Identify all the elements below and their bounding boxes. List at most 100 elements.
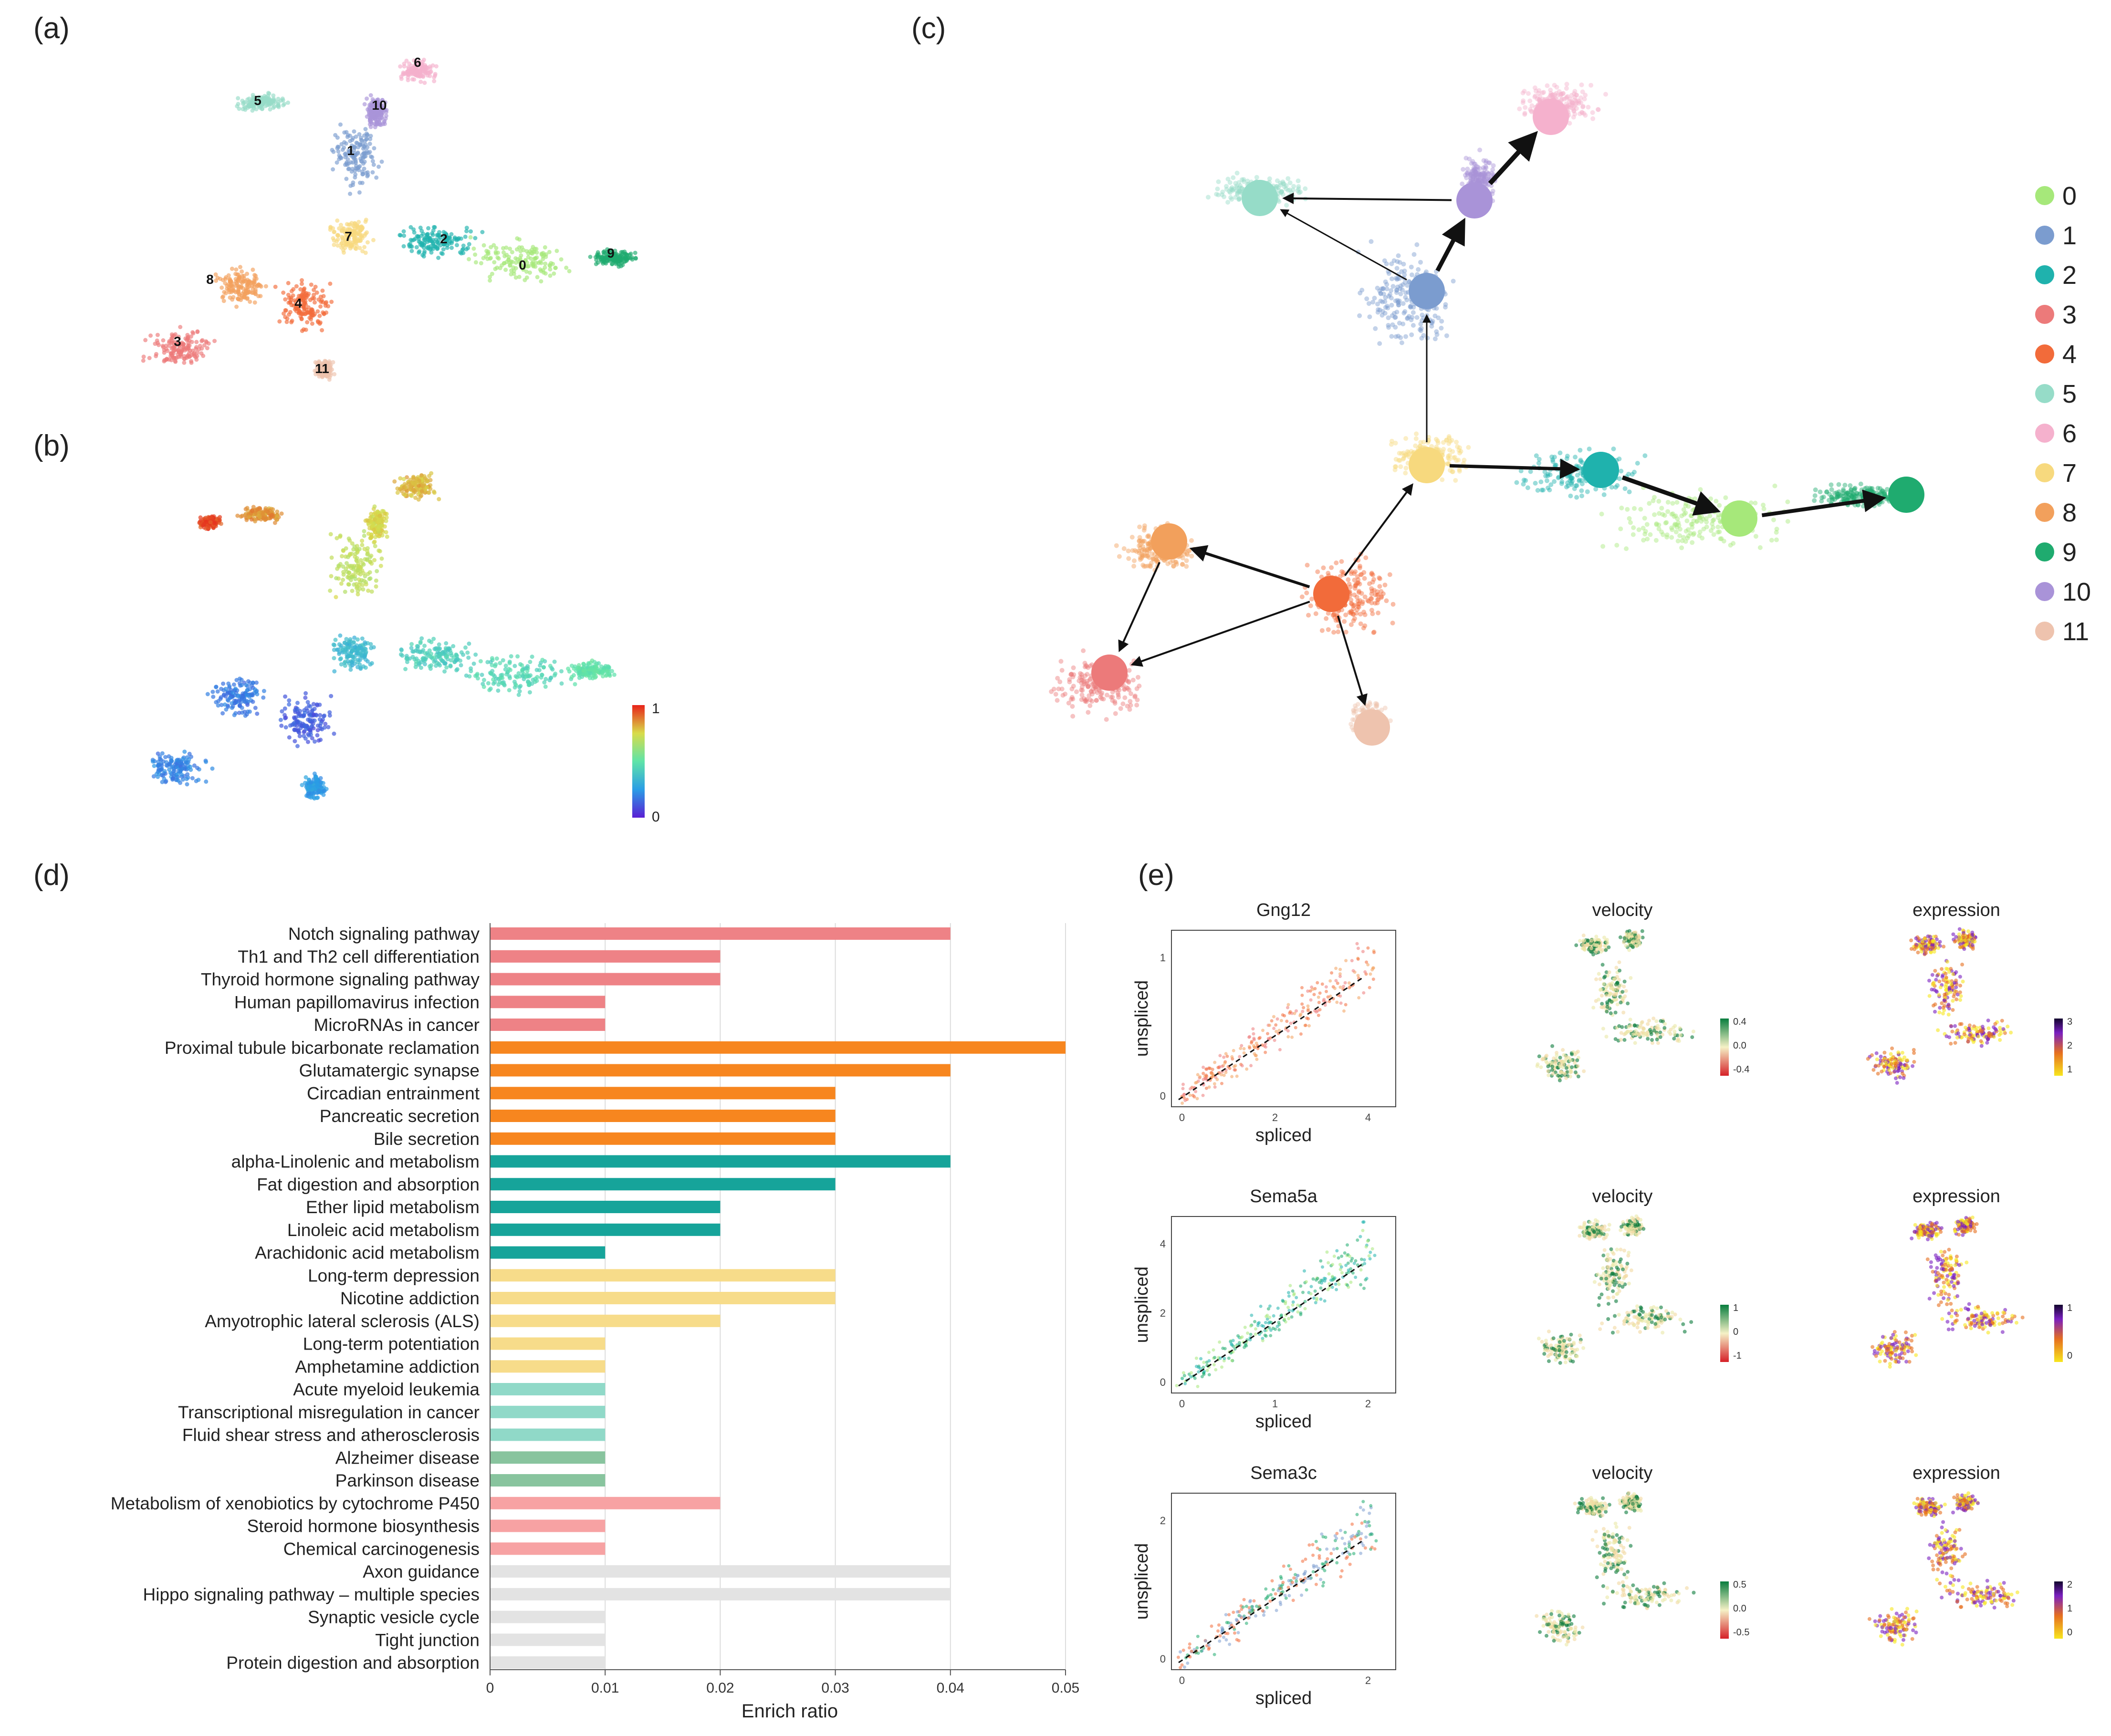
bar-label-3: Human papillomavirus infection [234,992,480,1012]
y-axis-label: unspliced [1132,980,1152,1057]
bar-30 [490,1611,606,1623]
edge-4-to-3 [1130,601,1310,667]
bar-label-20: Acute myeloid leukemia [293,1380,480,1399]
phase-frame [1171,1216,1396,1393]
x-tick-label: 2 [1365,1674,1371,1686]
expression-colorbar-tick: 1 [2067,1064,2072,1075]
bar-label-1: Th1 and Th2 cell differentiation [238,947,480,967]
bar-label-4: MicroRNAs in cancer [314,1015,480,1035]
cluster-label-3: 3 [174,334,181,349]
expression-colorbar-tick: 2 [2067,1580,2072,1590]
d-tick-label-3: 0.03 [821,1680,849,1696]
panel-label-e: (e) [1138,859,1174,892]
bar-label-18: Long-term potentiation [303,1334,480,1354]
d-tick-label-0: 0 [486,1680,494,1696]
velocity-colorbar [1720,1581,1729,1639]
bar-0 [490,927,951,940]
velocity-colorbar-tick: 0.4 [1733,1017,1746,1027]
bar-label-22: Fluid shear stress and atherosclerosis [182,1425,480,1445]
edge-0-to-9 [1761,489,1887,518]
pseudotime-region-3 [331,633,376,674]
steady-state-line [1178,977,1363,1101]
legend-label-1: 1 [2062,221,2077,250]
x-axis-label: spliced [1255,1125,1312,1145]
trajectory-node-2 [1583,452,1619,488]
bar-label-19: Amphetamine addiction [295,1357,480,1376]
bar-label-10: alpha-Linolenic and metabolism [231,1152,480,1172]
gene-title: Sema5a [1250,1186,1317,1206]
cluster-1-cells [330,122,384,196]
pseudotime-region-9 [278,691,336,748]
x-tick-label: 0 [1179,1674,1185,1686]
bar-23 [490,1451,606,1464]
velocity-colorbar-tick: 1 [1733,1303,1738,1313]
x-tick-label: 0 [1179,1398,1185,1410]
legend-label-8: 8 [2062,499,2077,527]
bar-label-21: Transcriptional misregulation in cancer [178,1403,480,1422]
y-tick-label: 2 [1160,1307,1166,1319]
legend-label-3: 3 [2062,301,2077,329]
cluster-label-11: 11 [315,361,329,376]
bar-label-15: Long-term depression [308,1266,480,1285]
pseudotime-colorbar [632,705,645,818]
bar-11 [490,1178,836,1191]
trajectory-node-1 [1409,273,1445,309]
velocity-colorbar-tick: 0.5 [1733,1580,1746,1590]
d-tick-label-1: 0.01 [591,1680,619,1696]
x-tick-label: 2 [1365,1398,1371,1410]
panel-label-d: (d) [33,859,70,892]
cluster-4-cells [273,278,334,333]
expression-title: expression [1912,900,2000,920]
trajectory-node-10 [1456,182,1493,218]
bar-3 [490,996,606,1008]
bar-label-5: Proximal tubule bicarbonate reclamation [165,1038,480,1058]
y-tick-label: 4 [1160,1238,1166,1250]
trajectory-node-9 [1888,477,1924,513]
expression-map-Sema5a: expression 1 0 [1871,1186,2072,1369]
phase-portrait-Sema5a: Sema5a 0 1 2 0 2 4 spliced unspliced [1132,1186,1396,1432]
panel-label-c: (c) [911,12,946,45]
expression-colorbar-tick: 2 [2067,1040,2072,1051]
panel-label-a: (a) [33,12,70,45]
x-axis-label: spliced [1255,1688,1312,1708]
bar-16 [490,1292,836,1304]
expression-title: expression [1912,1463,2000,1483]
pseudotime-plot: 1 0 [150,471,660,825]
velocity-colorbar-tick: -0.5 [1733,1627,1749,1638]
bar-label-12: Ether lipid metabolism [306,1197,480,1217]
phase-points [1175,1220,1377,1388]
pseudotime-region-7 [392,471,441,502]
bar-29 [490,1588,951,1601]
legend-swatch-10 [2035,582,2054,601]
x-tick-label: 4 [1365,1112,1371,1123]
trajectory-cluster-2-cells [1514,447,1648,500]
legend-swatch-5 [2035,384,2054,403]
bar-label-27: Chemical carcinogenesis [283,1539,480,1559]
legend-label-11: 11 [2062,617,2089,646]
trajectory-node-11 [1354,709,1390,746]
edge-4-to-8 [1189,545,1310,589]
pseudotime-region-0 [464,654,577,697]
expression-colorbar [2054,1581,2063,1639]
cluster-5-cells [235,91,291,113]
velocity-map-Gng12: velocity 0.4 0.0 -0.4 [1535,900,1749,1082]
bar-4 [490,1019,606,1031]
pseudotime-region-12 [197,514,223,531]
y-axis-label: unspliced [1132,1543,1152,1620]
bar-label-2: Thyroid hormone signaling pathway [201,970,480,989]
y-tick-label: 0 [1160,1653,1166,1665]
bar-7 [490,1087,836,1100]
steady-state-line [1178,1263,1363,1387]
edge-4-to-11 [1337,615,1368,706]
trajectory-cluster-3-cells [1049,648,1142,722]
velocity-colorbar-tick: -1 [1733,1351,1742,1361]
pseudotime-region-6 [363,504,389,544]
trajectory-node-0 [1721,500,1757,537]
bar-label-31: Tight junction [375,1630,480,1650]
cluster-6-cells [398,57,439,85]
legend-swatch-8 [2035,503,2054,522]
cluster-7-cells [328,218,376,255]
pseudotime-region-4 [328,529,384,600]
bar-14 [490,1246,606,1259]
